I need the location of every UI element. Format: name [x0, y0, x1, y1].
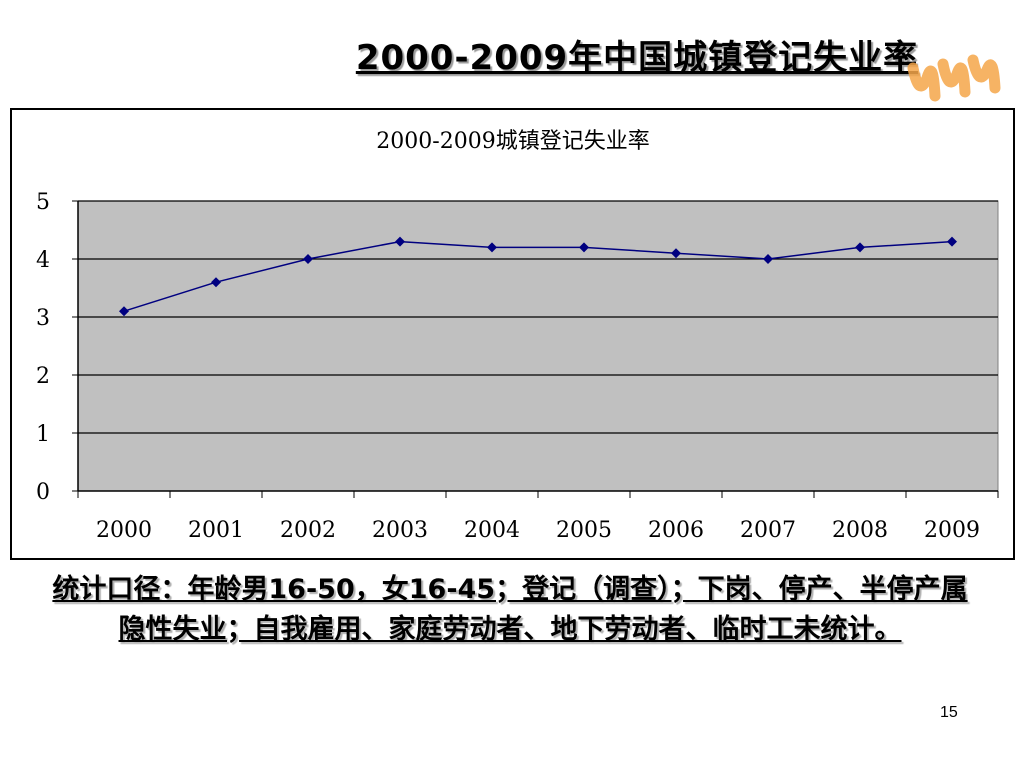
data-point	[487, 242, 497, 253]
chart-container: 2000-2009城镇登记失业率 0 1 2 3 4 5 2000 2001 2002 2003 2…	[10, 108, 1015, 560]
data-point	[671, 248, 681, 259]
line-chart: 2000-2009城镇登记失业率 0 1 2 3 4 5 2000 2001 2002 2003 2…	[36, 129, 999, 543]
decorative-logo-icon	[907, 54, 1001, 102]
data-point	[947, 236, 957, 247]
data-point	[303, 254, 313, 264]
data-point	[119, 306, 129, 317]
slide-title: 2000-2009年中国城镇登记失业率	[355, 38, 919, 78]
y-tick-label: 4	[36, 248, 50, 273]
y-tick-label: 5	[36, 190, 50, 215]
x-tick-label: 2003	[372, 518, 428, 543]
data-point	[763, 254, 773, 264]
x-tick-label: 2000	[96, 518, 152, 543]
chart-title: 2000-2009城镇登记失业率	[376, 129, 649, 154]
x-tick-label: 2006	[648, 518, 704, 543]
x-tick-label: 2008	[832, 518, 888, 543]
data-point	[395, 236, 405, 247]
page-number: 15	[940, 704, 958, 721]
x-tick-label: 2007	[740, 518, 796, 543]
data-point	[579, 242, 589, 253]
x-tick-label: 2001	[188, 518, 244, 543]
y-tick-label: 3	[36, 306, 50, 331]
x-tick-label: 2005	[556, 518, 612, 543]
series-line	[123, 240, 953, 312]
data-point	[211, 277, 221, 288]
y-tick-label: 2	[36, 364, 50, 389]
x-tick-label: 2004	[464, 518, 520, 543]
y-tick-label: 1	[36, 422, 50, 447]
data-point	[855, 242, 865, 253]
x-tick-label: 2002	[280, 518, 336, 543]
x-tick-label: 2009	[924, 518, 980, 543]
slide-caption: 统计口径：年龄男16-50，女16-45；登记（调查）；下岗、停产、半停产属隐性…	[52, 574, 968, 645]
y-tick-label: 0	[36, 480, 50, 505]
